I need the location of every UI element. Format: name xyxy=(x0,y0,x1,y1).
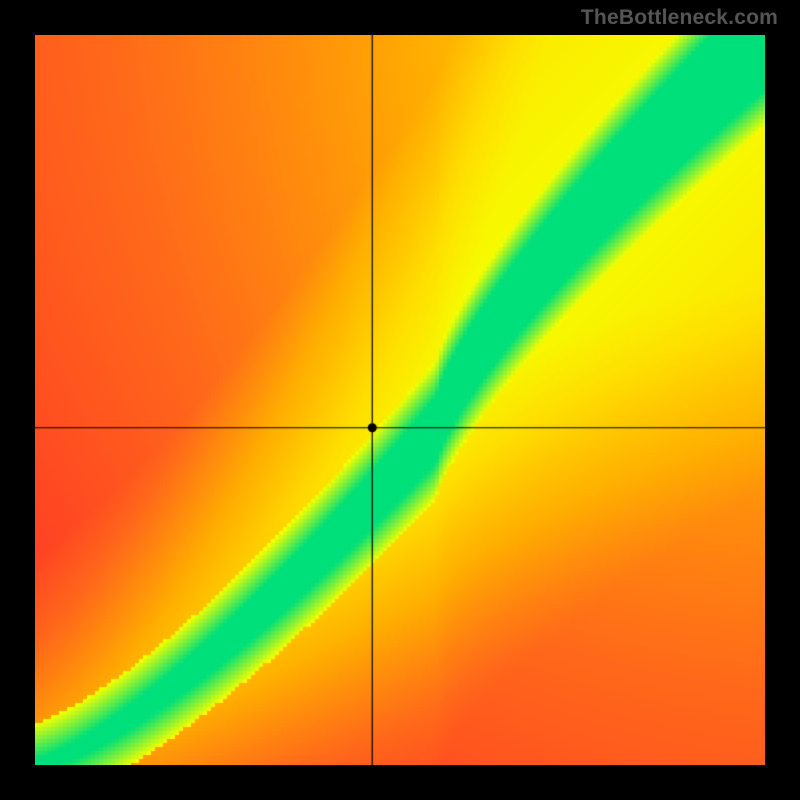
chart-container: TheBottleneck.com xyxy=(0,0,800,800)
heatmap-plot xyxy=(35,35,765,765)
heatmap-canvas xyxy=(35,35,765,765)
watermark-text: TheBottleneck.com xyxy=(581,6,778,30)
